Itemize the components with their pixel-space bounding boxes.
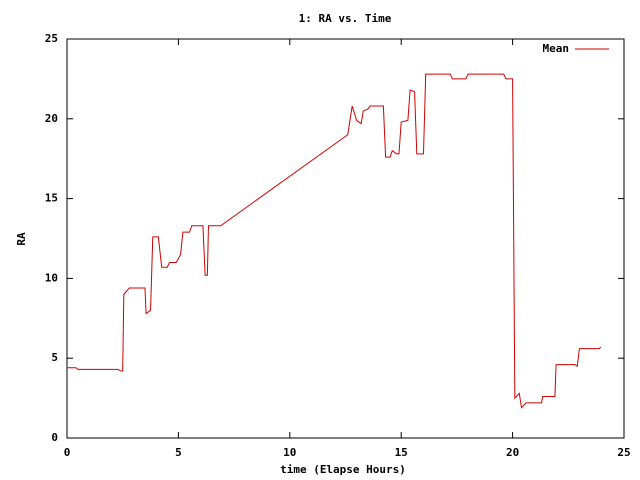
data-line [67,73,602,409]
y-tick-label: 0 [51,431,58,444]
y-tick-label: 5 [51,351,58,364]
x-tick-label: 20 [506,446,519,459]
y-tick-label: 15 [45,192,58,205]
y-tick-label: 20 [45,112,58,125]
x-tick-label: 15 [395,446,408,459]
x-tick-label: 5 [175,446,182,459]
x-tick-label: 0 [64,446,71,459]
chart-title: 1: RA vs. Time [299,12,392,25]
x-tick-label: 25 [617,446,630,459]
legend-label: Mean [543,42,570,55]
y-tick-label: 10 [45,271,58,284]
plot-frame [66,38,625,439]
y-axis-label: RA [15,232,28,246]
x-axis-label: time (Elapse Hours) [280,463,406,476]
x-tick-label: 10 [283,446,296,459]
y-tick-label: 25 [45,32,58,45]
